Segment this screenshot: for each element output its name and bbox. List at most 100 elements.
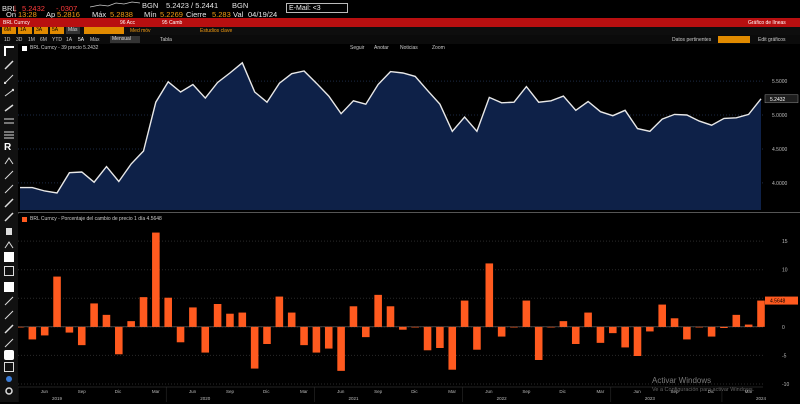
change-bar bbox=[239, 313, 247, 327]
tab-zoom[interactable]: Zoom bbox=[432, 45, 445, 51]
change-bar bbox=[708, 327, 716, 337]
change-bar bbox=[658, 305, 666, 327]
retracement-icon[interactable]: R bbox=[4, 142, 14, 152]
text-tool-icon[interactable] bbox=[4, 240, 14, 250]
upper-y-tick-label: 4.5000 bbox=[772, 147, 788, 153]
marker-icon[interactable] bbox=[4, 324, 14, 334]
amber-indicator[interactable] bbox=[718, 36, 750, 43]
range-btn-6m[interactable]: 6M bbox=[2, 27, 16, 34]
lock-icon[interactable] bbox=[4, 350, 14, 360]
layers-icon[interactable] bbox=[4, 362, 14, 372]
title-bar: BRL Curncy 96 Acc 95 Camb Gráfico de lín… bbox=[0, 18, 800, 27]
tab-seguir[interactable]: Seguir bbox=[350, 45, 364, 51]
change-bar bbox=[646, 327, 654, 332]
range-6m[interactable]: 6M bbox=[40, 37, 47, 43]
lower-y-tick-label: -10 bbox=[782, 382, 789, 388]
range-1d[interactable]: 1D bbox=[4, 37, 10, 43]
change-bar bbox=[523, 301, 531, 327]
x-month-label: Jun bbox=[634, 389, 642, 394]
settings-menu[interactable]: 95 Camb bbox=[162, 20, 182, 26]
ray-icon[interactable] bbox=[4, 102, 14, 112]
x-month-label: Jun bbox=[189, 389, 197, 394]
range-ytd[interactable]: YTD bbox=[52, 37, 62, 43]
note-icon[interactable] bbox=[4, 282, 14, 292]
table-toggle[interactable]: Tabla bbox=[160, 37, 172, 43]
security-label: BRL Curncy bbox=[3, 20, 30, 26]
measure-icon[interactable] bbox=[4, 170, 14, 180]
x-month-label: Mar bbox=[300, 389, 308, 394]
change-bar bbox=[325, 327, 333, 349]
change-bar bbox=[350, 306, 358, 327]
command-input[interactable]: E-Mail: <3 bbox=[286, 3, 348, 13]
x-year-label: 2019 bbox=[52, 396, 63, 401]
bracket-icon[interactable] bbox=[4, 310, 14, 320]
moving-average-toggle[interactable]: Med móv bbox=[130, 28, 151, 34]
range-1a[interactable]: 1A bbox=[66, 37, 72, 43]
tab-anotar[interactable]: Anotar bbox=[374, 45, 389, 51]
change-bar bbox=[584, 313, 592, 327]
trendline-icon[interactable] bbox=[4, 88, 14, 98]
range-max[interactable]: Máx bbox=[90, 37, 99, 43]
brush-icon[interactable] bbox=[4, 212, 14, 222]
change-bar bbox=[745, 325, 753, 327]
change-bar bbox=[387, 306, 395, 327]
upper-legend-text: BRL Curncy - 39 precio 5.2432 bbox=[30, 45, 98, 51]
edit-charts-button[interactable]: Edit gráficos bbox=[758, 37, 786, 43]
bid-ask-label: BGN bbox=[142, 1, 158, 10]
x-month-label: Jun bbox=[41, 389, 49, 394]
x-month-label: Mar bbox=[448, 389, 456, 394]
palette-icon[interactable] bbox=[4, 374, 14, 384]
chart-tabs: Seguir Anotar Noticias Zoom bbox=[350, 45, 470, 52]
relevant-data-toggle[interactable]: Datos pertinentes bbox=[672, 37, 711, 43]
change-bar bbox=[189, 307, 197, 326]
settings-gear-icon[interactable] bbox=[4, 386, 14, 396]
magnet-icon[interactable] bbox=[4, 338, 14, 348]
range-5a[interactable]: 5A bbox=[78, 37, 84, 43]
arrow-icon[interactable] bbox=[4, 156, 14, 166]
range-btn-1a[interactable]: 1A bbox=[18, 27, 32, 34]
change-bar bbox=[18, 327, 24, 328]
change-bar bbox=[29, 327, 37, 340]
pen-icon[interactable] bbox=[4, 198, 14, 208]
change-bar bbox=[720, 327, 728, 328]
period-box[interactable] bbox=[84, 27, 124, 34]
legend-swatch-white bbox=[22, 46, 27, 51]
ellipse-icon[interactable] bbox=[4, 266, 14, 276]
fibonacci-icon[interactable] bbox=[4, 130, 14, 140]
range-btn-mas[interactable]: Más bbox=[66, 27, 80, 34]
rectangle-icon[interactable] bbox=[4, 252, 14, 262]
channel-icon[interactable] bbox=[4, 116, 14, 126]
change-bar bbox=[177, 327, 185, 342]
upper-legend[interactable]: BRL Curncy - 39 precio 5.2432 bbox=[22, 45, 98, 51]
range-btn-5a[interactable]: 5A bbox=[50, 27, 64, 34]
cursor-icon[interactable] bbox=[4, 46, 14, 56]
frequency-select[interactable]: Mensual bbox=[110, 36, 140, 43]
shape-icon[interactable] bbox=[4, 184, 14, 194]
drawing-toolbar: R bbox=[0, 44, 19, 402]
pencil-icon[interactable] bbox=[4, 60, 14, 70]
change-bar bbox=[448, 327, 456, 370]
range-btn-3a[interactable]: 3A bbox=[34, 27, 48, 34]
x-month-label: Sep bbox=[374, 389, 383, 394]
range-1m[interactable]: 1M bbox=[28, 37, 35, 43]
change-bar bbox=[337, 327, 345, 371]
change-bar bbox=[560, 321, 568, 327]
change-bar bbox=[374, 295, 382, 327]
change-bar bbox=[424, 327, 432, 350]
key-studies-toggle[interactable]: Estudios clave bbox=[200, 28, 232, 34]
lower-legend[interactable]: BRL Curncy - Porcentaje del cambio de pr… bbox=[22, 216, 162, 222]
delete-icon[interactable] bbox=[4, 226, 14, 236]
actions-menu[interactable]: 96 Acc bbox=[120, 20, 135, 26]
change-bar bbox=[313, 327, 321, 353]
x-month-label: Dic bbox=[263, 389, 270, 394]
line-tool-icon[interactable] bbox=[4, 74, 14, 84]
change-bar bbox=[127, 321, 135, 327]
x-year-label: 2022 bbox=[497, 396, 508, 401]
range-3d[interactable]: 3D bbox=[16, 37, 22, 43]
change-bar bbox=[572, 327, 580, 344]
tab-noticias[interactable]: Noticias bbox=[400, 45, 418, 51]
callout-icon[interactable] bbox=[4, 296, 14, 306]
change-bar bbox=[671, 318, 679, 327]
